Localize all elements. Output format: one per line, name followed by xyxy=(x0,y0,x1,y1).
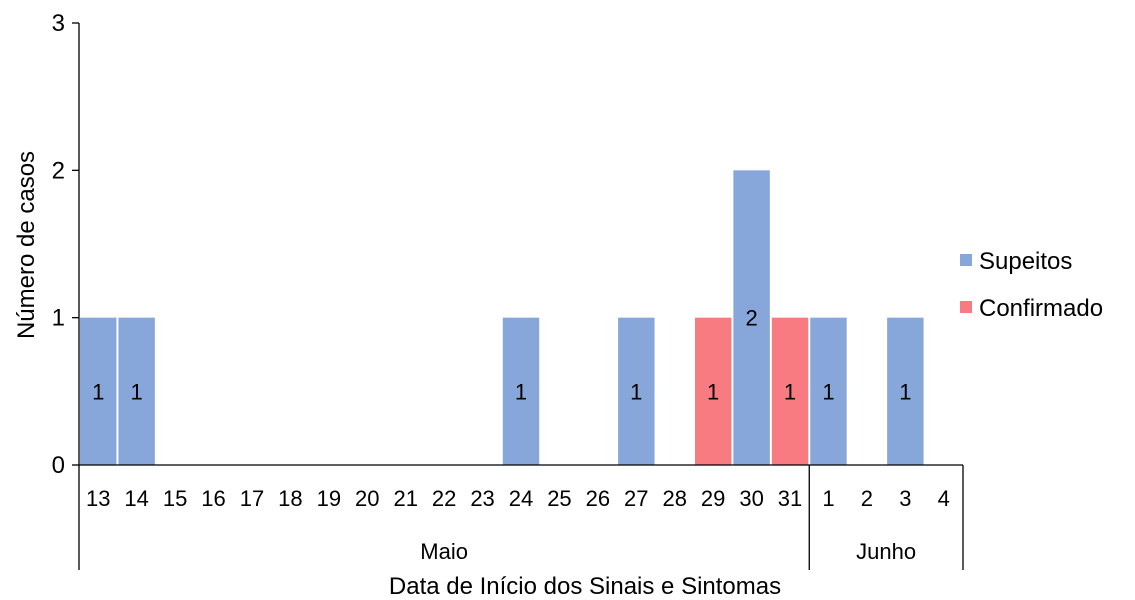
bar-supeitos-3 xyxy=(887,317,924,465)
x-tick-label-4-22: 4 xyxy=(938,486,950,511)
y-tick-label-2: 2 xyxy=(52,157,65,184)
bar-supeitos-24 xyxy=(502,317,540,465)
x-tick-label-3-21: 3 xyxy=(899,486,911,511)
y-axis-title: Número de casos xyxy=(13,151,40,339)
y-tick-label-3: 3 xyxy=(52,10,65,37)
x-tick-label-27-14: 27 xyxy=(624,486,648,511)
data-label-27: 1 xyxy=(630,379,642,404)
x-tick-label-14-1: 14 xyxy=(124,486,148,511)
x-group-label-maio: Maio xyxy=(420,539,468,564)
data-label-3: 1 xyxy=(899,379,911,404)
x-tick-label-13-0: 13 xyxy=(86,486,110,511)
bar-supeitos-30 xyxy=(733,170,770,466)
x-tick-label-17-4: 17 xyxy=(240,486,264,511)
data-labels-layer: 1 1 1 1 1 2 1 1 1 xyxy=(92,306,911,405)
bar-confirmado-29 xyxy=(694,317,732,465)
bar-supeitos-27 xyxy=(618,317,655,465)
data-label-29: 1 xyxy=(707,379,719,404)
x-tick-label-2-20: 2 xyxy=(861,486,873,511)
x-tick-label-16-3: 16 xyxy=(201,486,225,511)
bar-supeitos-1 xyxy=(810,317,847,465)
y-tick-label-0: 0 xyxy=(52,452,65,479)
data-label-14: 1 xyxy=(131,379,143,404)
data-label-31: 1 xyxy=(784,379,796,404)
bar-supeitos-13 xyxy=(80,317,117,465)
x-tick-label-26-13: 26 xyxy=(586,486,610,511)
x-tick-label-31-18: 31 xyxy=(778,486,802,511)
x-tick-label-23-10: 23 xyxy=(470,486,494,511)
x-tick-label-1-19: 1 xyxy=(822,486,834,511)
bar-confirmado-31 xyxy=(771,317,809,465)
x-tick-label-15-2: 15 xyxy=(163,486,187,511)
data-label-30: 2 xyxy=(745,306,757,331)
legend-label-confirmado: Confirmado xyxy=(979,295,1103,322)
legend-swatch-supeitos xyxy=(960,254,972,266)
x-tick-label-29-16: 29 xyxy=(701,486,725,511)
x-tick-label-30-17: 30 xyxy=(739,486,763,511)
legend-label-supeitos: Supeitos xyxy=(979,248,1072,275)
x-tick-label-25-12: 25 xyxy=(547,486,571,511)
x-tick-label-20-7: 20 xyxy=(355,486,379,511)
x-tick-label-22-9: 22 xyxy=(432,486,456,511)
x-tick-label-24-11: 24 xyxy=(509,486,533,511)
x-tick-label-18-5: 18 xyxy=(278,486,302,511)
bars-layer xyxy=(80,170,924,466)
data-label-13: 1 xyxy=(92,379,104,404)
y-tick-label-1: 1 xyxy=(52,305,65,332)
legend-swatch-confirmado xyxy=(960,301,972,313)
x-axis-title: Data de Início dos Sinais e Sintomas xyxy=(389,573,781,600)
legend: Supeitos Confirmado xyxy=(960,248,1103,322)
x-tick-label-21-8: 21 xyxy=(393,486,417,511)
x-tick-label-19-6: 19 xyxy=(317,486,341,511)
data-label-1: 1 xyxy=(822,379,834,404)
x-tick-label-28-15: 28 xyxy=(662,486,686,511)
data-label-24: 1 xyxy=(515,379,527,404)
bar-supeitos-14 xyxy=(118,317,155,465)
x-group-label-junho: Junho xyxy=(856,539,916,564)
